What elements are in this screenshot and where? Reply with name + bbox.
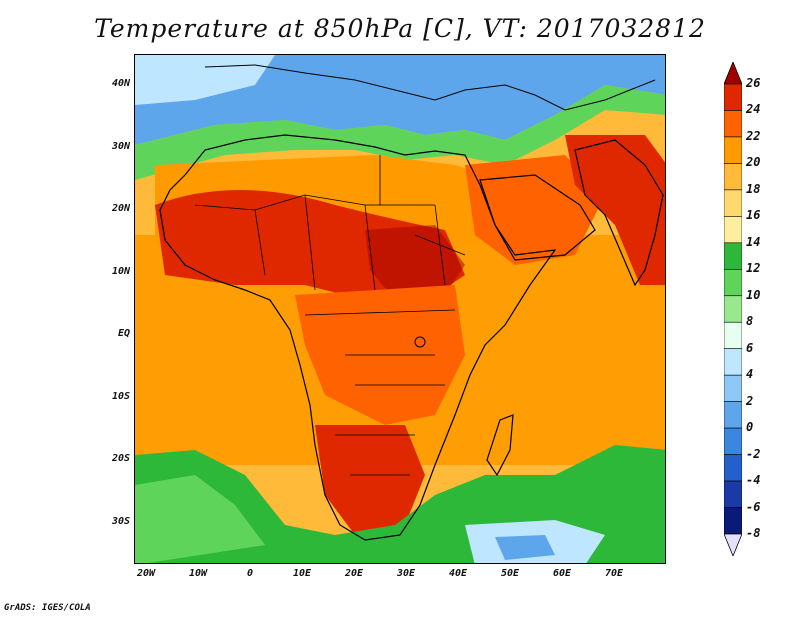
- map-title: Temperature at 850hPa [C], VT: 201703281…: [94, 14, 706, 43]
- lat-label-30n: 30N: [111, 141, 130, 152]
- south-light-green: [135, 475, 265, 563]
- map-canvas: [135, 55, 665, 563]
- temperature-map: [134, 54, 666, 564]
- lon-label-50e: 50E: [500, 568, 520, 579]
- colorbar-bottom-arrow: [724, 533, 742, 556]
- colorbar-label: 2: [746, 393, 754, 408]
- india-hot: [565, 135, 665, 285]
- colorbar-label: -8: [746, 526, 761, 540]
- colorbar-segment: [724, 401, 742, 429]
- colorbar: [724, 62, 742, 556]
- colorbar-segment: [724, 321, 742, 350]
- colorbar-label: 6: [746, 340, 754, 355]
- colorbar-top-arrow: [724, 62, 742, 85]
- lat-label-10n: 10N: [111, 266, 130, 277]
- colorbar-label: 4: [746, 367, 754, 382]
- colorbar-segment: [724, 189, 742, 217]
- lat-label-30s: 30S: [111, 516, 130, 527]
- lat-label-20n: 20N: [111, 203, 130, 214]
- lat-label-eq: EQ: [117, 328, 130, 339]
- colorbar-label: 26: [746, 76, 761, 90]
- colorbar-segment: [724, 110, 742, 138]
- colorbar-segment: [724, 507, 742, 535]
- colorbar-label: -2: [746, 446, 761, 461]
- europe-coastline: [204, 64, 656, 111]
- colorbar-label: 24: [746, 102, 761, 117]
- colorbar-segment: [724, 454, 742, 482]
- colorbar-label: 10: [746, 287, 761, 302]
- colorbar-label: 8: [746, 314, 754, 329]
- north-green-band: [135, 85, 665, 180]
- country-borders: [194, 155, 466, 476]
- lat-label-10s: 10S: [111, 391, 130, 402]
- arabia-warm: [465, 155, 605, 265]
- lake-victoria: [414, 336, 426, 348]
- colorbar-label: 22: [746, 128, 761, 143]
- colorbar-label: 14: [746, 234, 761, 249]
- colorbar-segment: [724, 480, 742, 508]
- arabia-coastline: [479, 174, 596, 261]
- lon-label-40e: 40E: [448, 568, 468, 579]
- colorbar-label: 12: [746, 261, 761, 276]
- colorbar-segment: [724, 242, 742, 270]
- colorbar-label: -6: [746, 499, 761, 514]
- lat-label-40n: 40N: [111, 78, 130, 89]
- colorbar-label: 18: [746, 181, 761, 196]
- africa-coastline: [159, 134, 557, 541]
- lon-label-0: 0: [246, 568, 254, 579]
- madagascar-outline: [486, 414, 514, 477]
- south-blue-deep: [495, 535, 555, 560]
- colorbar-label: 0: [746, 420, 754, 435]
- colorbar-segment: [724, 163, 742, 191]
- colorbar-label: -4: [746, 473, 761, 488]
- colorbar-segment: [724, 136, 742, 164]
- colorbar-segment: [724, 374, 742, 402]
- colorbar-label: 16: [746, 208, 761, 223]
- lat-label-20s: 20S: [111, 453, 130, 464]
- lon-label-20e: 20E: [344, 568, 364, 579]
- lon-label-10w: 10W: [188, 568, 208, 579]
- colorbar-segment: [724, 216, 742, 244]
- southern-africa-hot: [315, 425, 425, 535]
- india-coastline: [574, 139, 664, 287]
- colorbar-segment: [724, 348, 742, 376]
- north-cold-light: [135, 55, 275, 105]
- lon-label-10e: 10E: [292, 568, 312, 579]
- north-cold-region: [135, 55, 665, 145]
- colorbar-segment: [724, 427, 742, 455]
- lon-label-20w: 20W: [136, 568, 156, 579]
- grads-credit: GrADS: IGES/COLA: [4, 603, 91, 613]
- colorbar-segment: [724, 83, 742, 111]
- colorbar-segment: [724, 268, 742, 297]
- colorbar-label: 20: [746, 155, 761, 170]
- lon-label-70e: 70E: [604, 568, 624, 579]
- lon-label-30e: 30E: [396, 568, 416, 579]
- lon-label-60e: 60E: [552, 568, 572, 579]
- colorbar-segment: [724, 295, 742, 323]
